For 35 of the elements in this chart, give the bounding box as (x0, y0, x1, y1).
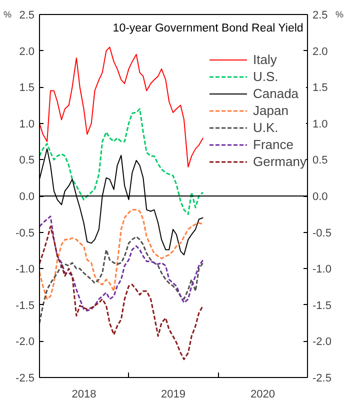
legend-label: Japan (253, 102, 288, 119)
y-tick-label: -1.0 (16, 264, 35, 276)
text: 10-year Government Bond Real Yield (112, 22, 304, 34)
y2-axis-title: % (335, 10, 344, 20)
y-tick-label: 1.5 (19, 82, 35, 94)
y-tick-label: 0.0 (19, 191, 35, 203)
y-tick-label: -1.5 (16, 300, 35, 312)
y2-tick-label: 0.5 (312, 154, 328, 167)
legend-label: U.K. (253, 119, 278, 136)
y-tick-label: 2.0 (19, 46, 35, 58)
legend-label: Germany (253, 153, 306, 170)
y2-tick-label: 2.5 (312, 10, 328, 22)
legend-label: France (253, 136, 294, 153)
y2-tick-label: -1.5 (312, 300, 332, 312)
x-tick-label: 2020 (250, 388, 275, 400)
legend-label: Canada (253, 85, 299, 102)
y-tick-label: -0.5 (16, 227, 35, 240)
y-axis-title: % (4, 10, 12, 20)
y2-tick-label: -0.5 (312, 227, 332, 240)
y2-tick-label: 2.0 (312, 46, 328, 58)
y-tick-label: 1.0 (19, 118, 35, 130)
y2-tick-label: 1.0 (312, 118, 328, 130)
y2-tick-label: 0.0 (312, 191, 328, 203)
y2-tick-label: -2.5 (312, 372, 332, 384)
legend-label: U.S. (253, 68, 278, 85)
y2-tick-label: 1.5 (312, 82, 328, 94)
y2-tick-label: -2.0 (312, 336, 332, 348)
x-tick-label: 2019 (161, 388, 186, 400)
legend-label: Italy (253, 51, 277, 68)
y-tick-label: -2.5 (16, 372, 35, 384)
x-tick-label: 2018 (72, 388, 96, 400)
y-tick-label: -2.0 (16, 336, 35, 348)
y2-tick-label: -1.0 (312, 264, 332, 276)
y-tick-label: 0.5 (19, 154, 35, 167)
y-tick-label: 2.5 (19, 10, 35, 22)
